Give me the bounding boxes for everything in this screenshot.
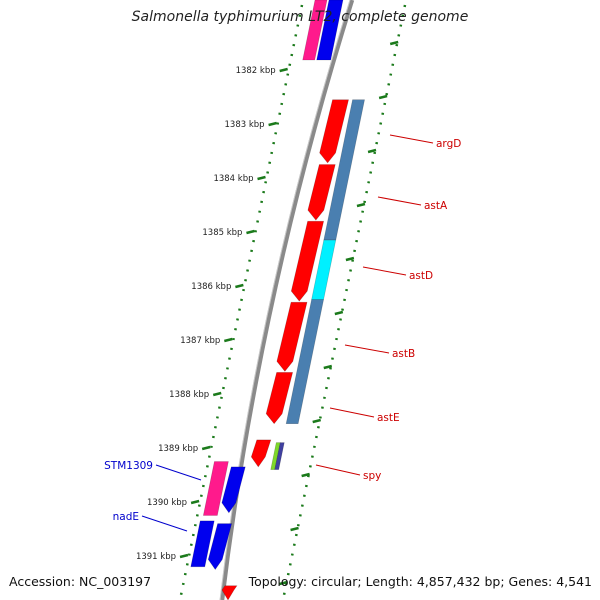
scale-tick-label: 1382 kbp [236, 66, 276, 76]
label-leader-line [329, 407, 375, 418]
scale-tick [223, 337, 233, 343]
gene-label: argD [436, 138, 461, 150]
outer-track-tick [279, 580, 288, 586]
gene-arrow [307, 164, 336, 221]
scale-tick [235, 283, 244, 289]
label-leader-line [344, 344, 390, 354]
feature-track-segment [274, 442, 285, 470]
gene-arrow [190, 520, 215, 568]
gene-arrow [221, 585, 238, 600]
gene-label: nadE [113, 511, 139, 523]
outer-track-tick [290, 526, 299, 532]
gene-arrow [316, 0, 344, 61]
gene-label: astA [424, 200, 448, 212]
gene-arrow [265, 372, 294, 425]
scale-tick-label: 1385 kbp [202, 228, 242, 238]
outer-track-tick [334, 310, 344, 316]
outer-track-tick [345, 256, 355, 262]
backbone-highlight [219, 0, 351, 600]
genome-summary-text: Topology: circular; Length: 4,857,432 bp… [248, 574, 592, 589]
inner-dotted-track [178, 4, 304, 600]
scale-tick-label: 1383 kbp [225, 120, 265, 130]
outer-track-tick [356, 202, 366, 208]
scale-tick [279, 67, 288, 73]
gene-features [190, 0, 365, 600]
feature-track-segment [311, 239, 337, 300]
outer-dotted-track [281, 4, 407, 600]
scale-tick [201, 445, 211, 451]
outer-track-tick [389, 40, 399, 46]
scale-tick [268, 121, 277, 127]
scale-tick-label: 1388 kbp [169, 390, 209, 400]
outer-track-tick [312, 418, 321, 424]
gene-arrow [202, 461, 229, 516]
gene-label: astB [392, 348, 415, 360]
gene-arrow [290, 220, 325, 302]
gene-label: astE [377, 412, 400, 424]
gene-label: spy [363, 470, 381, 482]
outer-track-tick [323, 364, 333, 370]
scale-ticks: 1382 kbp 1383 kbp 1384 kbp 1385 kbp 1386 kbp… [136, 40, 399, 586]
gene-arrow [319, 99, 349, 164]
label-leader-line [155, 464, 202, 481]
scale-tick [179, 553, 189, 559]
label-leader-line [389, 134, 434, 144]
gene-label: astD [409, 270, 433, 282]
scale-tick-label: 1389 kbp [158, 444, 198, 454]
gene-labels: argD astA astD astB astE spy STM1309 nadE [104, 134, 461, 532]
scale-tick [257, 175, 266, 181]
outer-track-tick [378, 94, 388, 100]
map-title: Salmonella typhimurium LT2, complete gen… [131, 9, 469, 25]
label-leader-line [315, 464, 361, 476]
gene-arrow [221, 466, 246, 514]
outer-track-tick [367, 148, 377, 154]
scale-tick-label: 1386 kbp [191, 282, 231, 292]
gene-label: STM1309 [104, 460, 153, 472]
scale-tick-label: 1384 kbp [213, 174, 253, 184]
scale-tick-label: 1390 kbp [147, 498, 187, 508]
gene-arrow [302, 0, 328, 61]
scale-tick [212, 391, 222, 397]
feature-track-segment [285, 299, 324, 424]
gene-arrow [207, 523, 233, 571]
scale-tick-label: 1387 kbp [180, 336, 220, 346]
scale-tick [190, 499, 200, 505]
scale-tick-label: 1391 kbp [136, 552, 176, 562]
outer-track-tick [301, 472, 310, 478]
scale-tick [246, 229, 255, 235]
backbone-circle [219, 0, 355, 600]
gene-arrow [250, 439, 272, 468]
label-leader-line [141, 515, 188, 532]
feature-track-segment [323, 99, 365, 241]
accession-text: Accession: NC_003197 [9, 574, 152, 589]
label-leader-line [377, 196, 422, 206]
label-leader-line [362, 266, 407, 276]
gene-arrow [276, 301, 308, 372]
